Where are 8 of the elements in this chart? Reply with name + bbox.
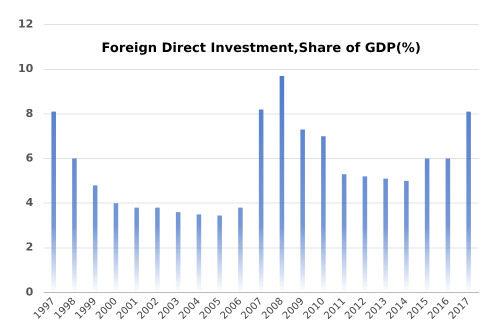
y-tick-label: 6: [26, 151, 34, 164]
y-tick-label: 10: [18, 62, 34, 76]
y-tick-label: 8: [26, 106, 34, 120]
y-tick-label: 0: [26, 285, 34, 298]
y-tick-label: 12: [18, 17, 34, 30]
y-tick-label: 4: [26, 196, 34, 210]
y-tick-label: 2: [26, 240, 34, 254]
text: Foreign Direct Investment,Share of GDP(%): [102, 41, 421, 56]
